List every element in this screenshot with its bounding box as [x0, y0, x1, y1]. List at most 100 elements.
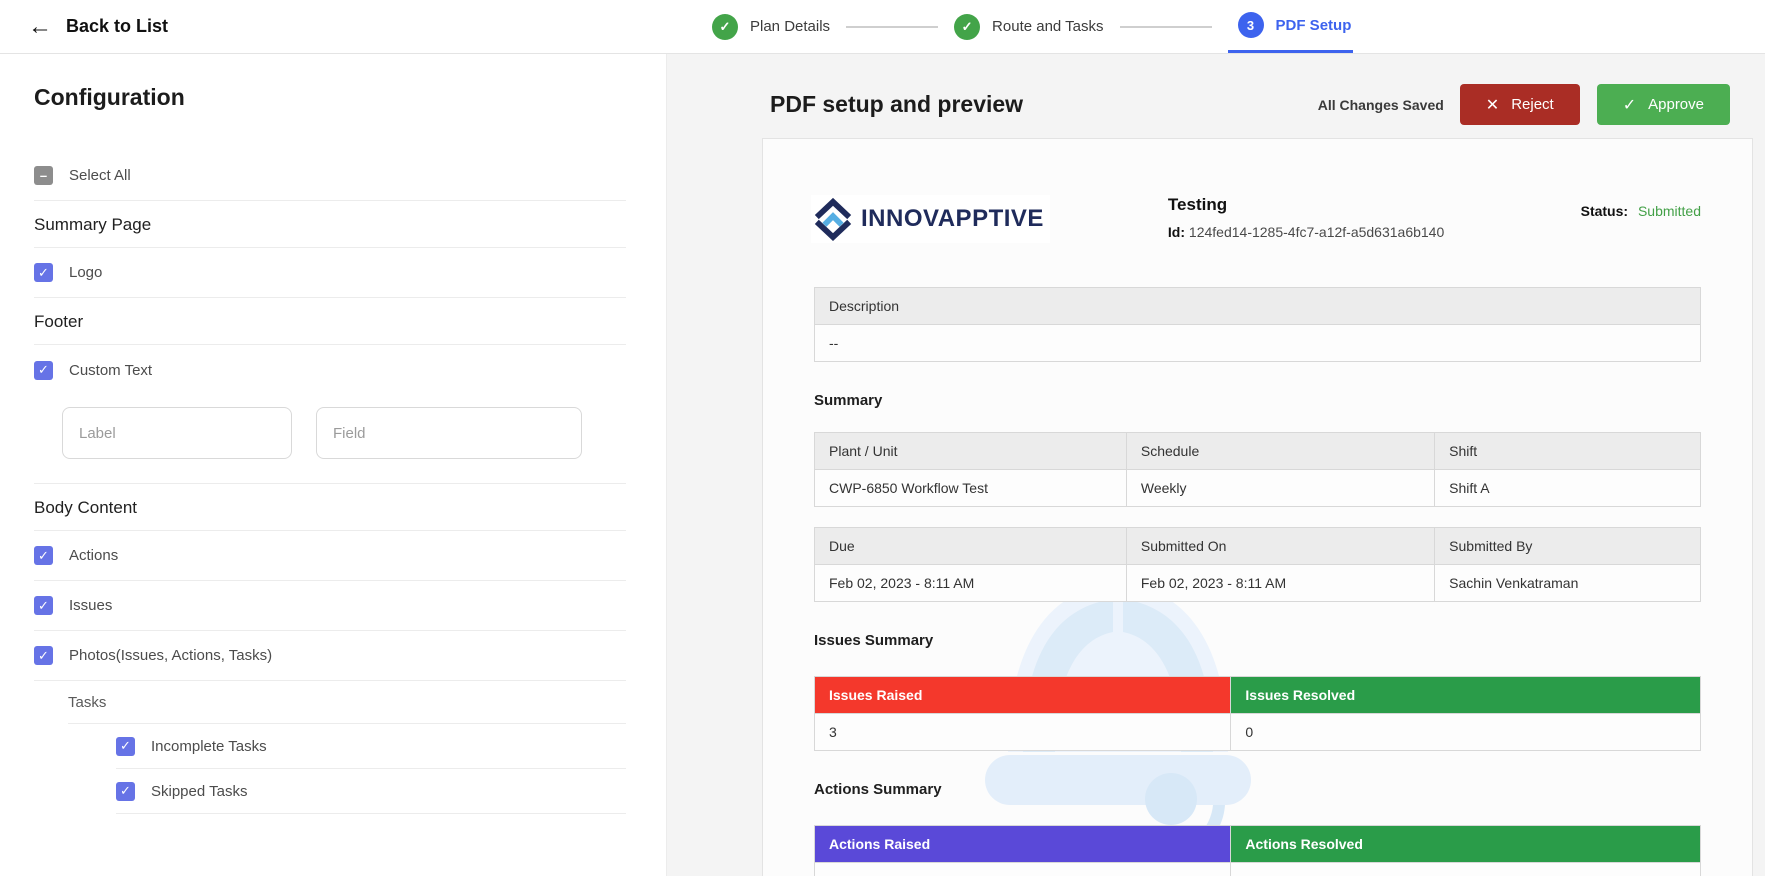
- footer-label-input[interactable]: [62, 407, 292, 459]
- innovapptive-logo: INNOVAPPTIVE: [811, 195, 1050, 243]
- cell-submitted-by: Sachin Venkatraman: [1434, 564, 1701, 602]
- innovapptive-logo-icon: [814, 197, 852, 241]
- select-all-label: Select All: [69, 167, 131, 184]
- issues-label: Issues: [69, 597, 113, 614]
- plan-id: Id: 124fed14-1285-4fc7-a12f-a5d631a6b140: [1168, 224, 1444, 240]
- description-header: Description: [814, 287, 1701, 325]
- logo-label: Logo: [69, 264, 103, 281]
- col-header: Submitted By: [1434, 527, 1701, 565]
- footer-field-input[interactable]: [316, 407, 582, 459]
- issues-resolved-header: Issues Resolved: [1230, 676, 1701, 714]
- incomplete-tasks-label: Incomplete Tasks: [151, 737, 267, 755]
- body-content-heading: Body Content: [34, 484, 626, 531]
- approve-button[interactable]: ✓ Approve: [1596, 84, 1730, 125]
- issues-summary-table: Issues Raised Issues Resolved 3 0: [813, 676, 1701, 751]
- photos-checkbox[interactable]: ✓: [34, 646, 53, 665]
- reject-button[interactable]: ✕ Reject: [1459, 84, 1580, 125]
- step-number-circle: 3: [1237, 12, 1264, 38]
- col-header: Shift: [1434, 432, 1701, 470]
- summary-table-2: Due Submitted On Submitted By Feb 02, 20…: [814, 527, 1701, 602]
- footer-heading: Footer: [34, 298, 626, 345]
- cell-due: Feb 02, 2023 - 8:11 AM: [814, 564, 1127, 602]
- status-badge: Submitted: [1637, 203, 1701, 219]
- tasks-subheading: Tasks: [68, 693, 107, 711]
- cell-submitted-on: Feb 02, 2023 - 8:11 AM: [1125, 564, 1436, 602]
- approve-label: Approve: [1648, 96, 1704, 113]
- stepper: ✓ Plan Details ✓ Route and Tasks 3 PDF S…: [712, 0, 1354, 53]
- actions-resolved-header: Actions Resolved: [1230, 825, 1701, 863]
- issues-row[interactable]: ✓ Issues: [34, 581, 626, 631]
- col-header: Plant / Unit: [814, 432, 1127, 470]
- table-row: [813, 862, 1701, 876]
- step-plan-details[interactable]: ✓ Plan Details: [712, 0, 830, 53]
- actions-raised-header: Actions Raised: [813, 825, 1232, 863]
- back-to-list-button[interactable]: ← Back to List: [28, 12, 169, 40]
- top-bar: ← Back to List ✓ Plan Details ✓ Route an…: [0, 0, 1765, 54]
- footer-inputs-wrap: [34, 407, 626, 484]
- step-pdf-setup[interactable]: 3 PDF Setup: [1227, 0, 1354, 53]
- plan-name: Testing: [1167, 195, 1228, 214]
- actions-summary-heading: Actions Summary: [814, 781, 942, 798]
- summary-heading: Summary: [814, 392, 883, 409]
- description-table: Description --: [814, 287, 1701, 362]
- table-row: 3 0: [813, 713, 1701, 751]
- pdf-document-card: INNOVAPPTIVE Testing Id: 124fed14-1285-4…: [762, 138, 1753, 876]
- back-arrow-icon: ←: [28, 12, 52, 40]
- issues-raised-header: Issues Raised: [813, 676, 1232, 714]
- status-label: Status:: [1580, 203, 1629, 219]
- photos-row[interactable]: ✓ Photos(Issues, Actions, Tasks): [34, 631, 626, 681]
- actions-checkbox[interactable]: ✓: [34, 546, 53, 565]
- reject-label: Reject: [1511, 96, 1554, 113]
- incomplete-tasks-row[interactable]: ✓ Incomplete Tasks: [116, 724, 626, 769]
- cell-schedule: Weekly: [1125, 469, 1436, 507]
- preview-title: PDF setup and preview: [770, 91, 1024, 117]
- pdf-preview-panel: PDF setup and preview All Changes Saved …: [667, 54, 1765, 876]
- clipped-row: Completed Tasks: [68, 814, 626, 829]
- select-all-checkbox[interactable]: –: [34, 166, 53, 185]
- check-circle-icon: ✓: [712, 13, 738, 40]
- back-label: Back to List: [66, 16, 169, 36]
- col-header: Submitted On: [1125, 527, 1436, 565]
- issues-checkbox[interactable]: ✓: [34, 596, 53, 615]
- configuration-panel: Configuration – Select All Summary Page …: [0, 54, 667, 876]
- id-value: 124fed14-1285-4fc7-a12f-a5d631a6b140: [1188, 224, 1445, 240]
- col-header: Due: [814, 527, 1127, 565]
- actions-label: Actions: [69, 547, 119, 564]
- summary-table-1: Plant / Unit Schedule Shift CWP-6850 Wor…: [814, 432, 1701, 507]
- select-all-row[interactable]: – Select All: [34, 151, 626, 201]
- table-row: CWP-6850 Workflow Test Weekly Shift A: [814, 469, 1701, 507]
- check-icon: ✓: [1622, 96, 1637, 114]
- skipped-tasks-row[interactable]: ✓ Skipped Tasks: [116, 769, 626, 814]
- step-label: PDF Setup: [1275, 16, 1352, 34]
- actions-summary-table: Actions Raised Actions Resolved: [813, 825, 1701, 876]
- col-header: Schedule: [1125, 432, 1436, 470]
- id-label: Id:: [1167, 224, 1186, 240]
- step-route-and-tasks[interactable]: ✓ Route and Tasks: [954, 0, 1104, 53]
- table-row: Feb 02, 2023 - 8:11 AM Feb 02, 2023 - 8:…: [814, 564, 1701, 602]
- logo-checkbox[interactable]: ✓: [34, 263, 53, 282]
- cell-plant-unit: CWP-6850 Workflow Test: [814, 469, 1127, 507]
- check-circle-icon: ✓: [954, 13, 981, 40]
- custom-text-checkbox[interactable]: ✓: [34, 360, 53, 380]
- close-icon: ✕: [1485, 96, 1500, 114]
- step-label: Plan Details: [750, 18, 831, 35]
- completed-tasks-row[interactable]: Completed Tasks: [116, 814, 626, 829]
- incomplete-tasks-checkbox[interactable]: ✓: [116, 736, 135, 756]
- issues-raised-value: 3: [813, 713, 1232, 751]
- photos-label: Photos(Issues, Actions, Tasks): [69, 647, 273, 664]
- actions-raised-value: [813, 862, 1232, 876]
- custom-text-row[interactable]: ✓ Custom Text: [34, 345, 626, 395]
- step-connector: [1119, 25, 1212, 28]
- cell-shift: Shift A: [1434, 469, 1701, 507]
- issues-summary-heading: Issues Summary: [814, 632, 934, 649]
- summary-page-heading: Summary Page: [34, 201, 626, 248]
- custom-text-label: Custom Text: [69, 361, 153, 379]
- status-row: Status: Submitted: [1581, 203, 1701, 219]
- issues-resolved-value: 0: [1230, 713, 1701, 751]
- actions-resolved-value: [1230, 862, 1701, 876]
- logo-row[interactable]: ✓ Logo: [34, 248, 626, 298]
- configuration-title: Configuration: [34, 84, 185, 110]
- skipped-tasks-checkbox[interactable]: ✓: [116, 781, 135, 801]
- skipped-tasks-label: Skipped Tasks: [151, 782, 248, 800]
- actions-row[interactable]: ✓ Actions: [34, 531, 626, 581]
